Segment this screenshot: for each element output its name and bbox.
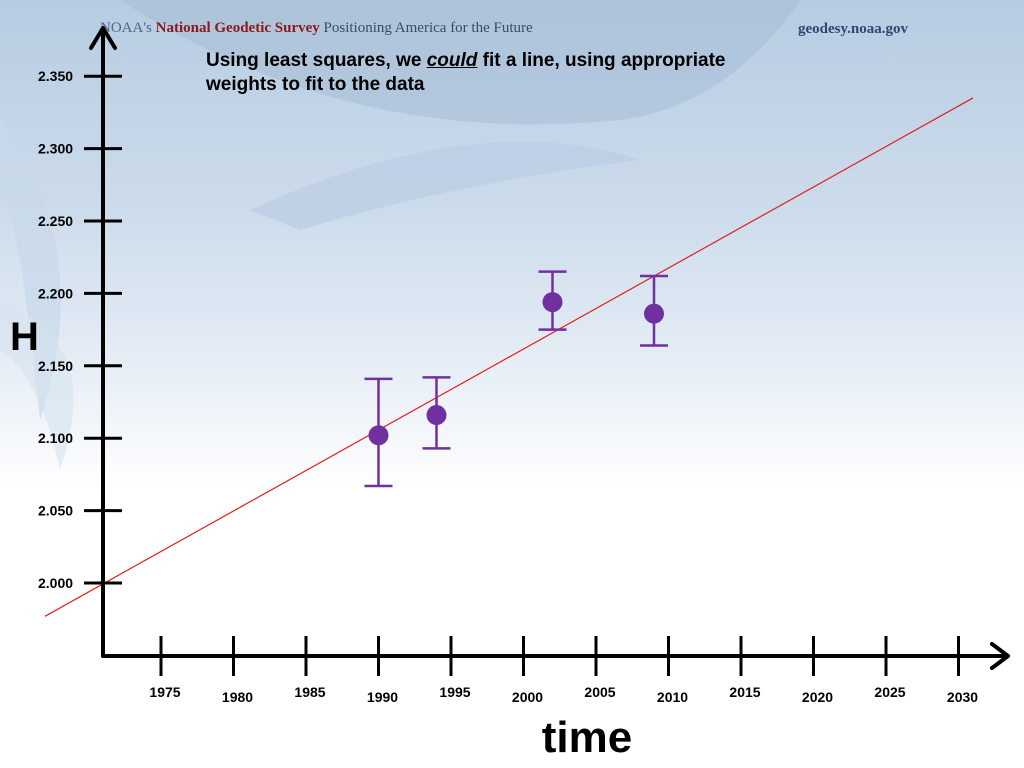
data-point: [640, 274, 668, 347]
header-org: NOAA's National Geodetic Survey Position…: [100, 20, 533, 37]
header-org-prefix: NOAA's: [100, 20, 156, 36]
y-tick-label: 2.100: [38, 430, 73, 446]
y-tick-label: 2.200: [38, 285, 73, 301]
y-axis-label: H: [10, 315, 39, 359]
x-tick-label: 1985: [294, 684, 325, 700]
header-org-tagline: Positioning America for the Future: [319, 20, 533, 36]
x-tick-label: 2000: [512, 689, 543, 705]
x-tick-label: 2030: [947, 689, 978, 705]
x-axis-arrow: [990, 642, 1010, 670]
data-point-marker: [426, 405, 447, 426]
y-axis-arrow: [89, 26, 117, 50]
data-point-marker: [368, 425, 389, 446]
title-before: Using least squares, we: [206, 50, 427, 71]
slide-title: Using least squares, we could fit a line…: [206, 49, 766, 97]
data-point: [538, 270, 567, 331]
x-tick-label: 2020: [802, 689, 833, 705]
x-tick-label: 1975: [149, 684, 180, 700]
data-point: [364, 377, 393, 488]
data-point-marker: [644, 303, 664, 324]
x-tick-label: 1980: [222, 689, 253, 705]
title-emphasis: could: [426, 50, 478, 71]
x-tick-label: 2015: [729, 684, 760, 700]
y-tick-label: 2.150: [38, 358, 73, 374]
x-tick-label: 1995: [439, 684, 470, 700]
header-site: geodesy.noaa.gov: [798, 21, 909, 37]
fit-line: [44, 97, 974, 617]
y-tick-label: 2.250: [38, 213, 73, 229]
x-tick-label: 2010: [657, 689, 688, 705]
y-tick-label: 2.300: [38, 141, 73, 157]
y-tick-label: 2.350: [38, 68, 73, 84]
x-tick-label: 2005: [584, 684, 615, 700]
x-tick-label: 1990: [367, 689, 398, 705]
y-tick-label: 2.000: [38, 575, 73, 591]
x-tick-label: 2025: [874, 684, 905, 700]
header-org-brand: National Geodetic Survey: [155, 20, 320, 36]
data-point: [422, 376, 451, 450]
y-tick-label: 2.050: [38, 503, 73, 519]
title-after: fit a line, using appropriate weights to…: [206, 50, 726, 95]
x-axis-label: time: [542, 713, 632, 762]
data-point-marker: [542, 292, 563, 313]
